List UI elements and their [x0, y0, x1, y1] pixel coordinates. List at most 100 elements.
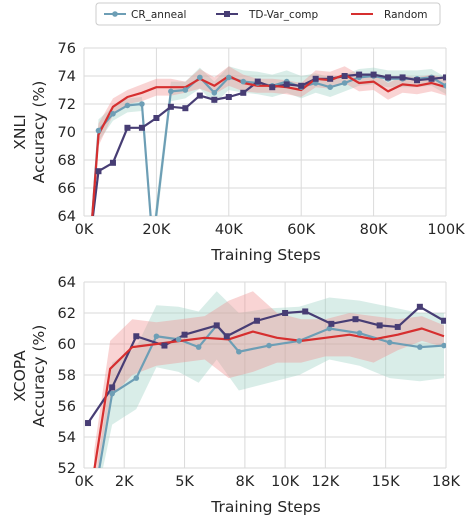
xcopa-x-tick-label: 5K — [175, 474, 194, 490]
xnli-point-td-var-comp — [298, 82, 305, 89]
xcopa-line-random — [93, 327, 445, 468]
xnli-point-td-var-comp — [109, 159, 116, 166]
xcopa-point-cr-anneal — [236, 348, 242, 355]
xnli-point-cr-anneal — [211, 90, 218, 96]
xnli-x-tick-label: 100K — [427, 222, 465, 238]
xnli-point-td-var-comp — [356, 71, 363, 78]
xcopa-y-tick-label: 54 — [58, 430, 76, 446]
xnli-x-tick-label: 80K — [360, 222, 388, 238]
xcopa-point-cr-anneal — [386, 339, 393, 346]
xcopa-band-random — [94, 291, 444, 468]
xcopa-y-tick-label: 58 — [58, 368, 76, 384]
xcopa-y-tick-label: 56 — [58, 399, 76, 415]
xnli-point-cr-anneal — [197, 74, 203, 81]
xcopa-x-tick-label: 8K — [236, 474, 255, 490]
xnli-x-tick-label: 0K — [75, 222, 94, 238]
xcopa-line-td-var-comp — [87, 305, 445, 424]
xnli-point-td-var-comp — [254, 78, 261, 85]
xcopa-point-td-var-comp — [394, 323, 401, 330]
xnli-point-cr-anneal — [443, 83, 446, 89]
xnli-x-axis-label: Training Steps — [210, 246, 320, 264]
xnli-x-tick-label: 20K — [142, 222, 170, 238]
xnli-point-td-var-comp — [211, 96, 218, 103]
xcopa-x-tick-label: 18K — [432, 474, 460, 490]
legend: CR_anneal TD-Var_comp Random — [95, 2, 441, 26]
xcopa-point-cr-anneal — [195, 344, 202, 350]
xcopa-point-cr-anneal — [133, 375, 140, 381]
legend-frame — [95, 2, 441, 26]
legend-label-random: Random — [384, 9, 427, 21]
xcopa-bands — [94, 291, 444, 468]
xcopa-point-cr-anneal — [326, 325, 333, 332]
xnli-point-cr-anneal — [226, 74, 232, 81]
xcopa-x-axis-label: Training Steps — [210, 498, 320, 515]
xnli-point-td-var-comp — [428, 75, 435, 82]
xnli-point-cr-anneal — [95, 127, 102, 134]
xcopa-point-td-var-comp — [302, 308, 309, 315]
legend-marker-cr-anneal — [112, 11, 118, 17]
xnli-y-tick-label: 74 — [58, 69, 76, 85]
xnli-bands — [91, 66, 446, 216]
xcopa-point-td-var-comp — [213, 322, 220, 329]
xnli-y-tick-label: 76 — [58, 41, 76, 57]
xnli-y-tick-label: 64 — [58, 209, 76, 225]
xnli-point-td-var-comp — [399, 74, 406, 81]
xcopa-point-cr-anneal — [417, 344, 423, 350]
xcopa-point-cr-anneal — [109, 390, 115, 397]
xcopa-point-td-var-comp — [440, 317, 446, 324]
legend-label-td-var-comp: TD-Var_comp — [248, 9, 318, 21]
xnli-point-cr-anneal — [150, 241, 156, 247]
legend-entry-td-var-comp: TD-Var_comp — [216, 9, 318, 21]
xcopa-point-cr-anneal — [153, 333, 160, 340]
xnli-point-td-var-comp — [414, 77, 421, 84]
xcopa-point-td-var-comp — [223, 333, 230, 340]
xcopa-point-td-var-comp — [181, 331, 188, 338]
xnli-y-tick-label: 72 — [58, 97, 76, 113]
xcopa-point-td-var-comp — [253, 317, 260, 324]
xnli-band-random — [91, 66, 446, 216]
legend-label-cr-anneal: CR_anneal — [131, 9, 186, 21]
xnli-point-td-var-comp — [240, 89, 247, 96]
xcopa-point-cr-anneal — [175, 336, 182, 343]
xnli-point-td-var-comp — [167, 103, 174, 110]
xnli-y-tick-label: 70 — [58, 125, 76, 141]
xnli-point-td-var-comp — [138, 124, 145, 131]
xcopa-point-td-var-comp — [282, 310, 289, 316]
xcopa-point-td-var-comp — [109, 384, 116, 391]
xnli-markers — [95, 71, 446, 247]
xcopa-point-td-var-comp — [352, 316, 359, 323]
xnli-point-cr-anneal — [327, 84, 333, 90]
legend-entry-random: Random — [351, 9, 427, 21]
xnli-point-td-var-comp — [153, 115, 160, 121]
xnli-x-tick-label: 60K — [287, 222, 315, 238]
xnli-x-tick-label: 40K — [215, 222, 243, 238]
xcopa-y-axis-label-line2: Accuracy (%) — [30, 325, 48, 428]
xnli-y-axis-label-line1: XNLI — [11, 114, 29, 149]
xnli-point-cr-anneal — [139, 101, 145, 107]
xnli-chart: 64 66 68 70 72 74 76 0K 20K 40K 60K 80K 100K Trainin… — [11, 41, 465, 264]
xnli-point-td-var-comp — [327, 75, 334, 82]
xcopa-point-td-var-comp — [416, 303, 423, 310]
xnli-point-cr-anneal — [182, 87, 189, 93]
xnli-point-td-var-comp — [341, 73, 348, 79]
xcopa-x-tick-label: 10K — [271, 474, 299, 490]
xnli-point-td-var-comp — [196, 92, 203, 99]
xcopa-point-cr-anneal — [95, 473, 101, 479]
xcopa-point-cr-anneal — [441, 342, 446, 349]
xnli-point-td-var-comp — [182, 105, 189, 112]
xcopa-markers — [85, 303, 446, 479]
xnli-point-td-var-comp — [370, 71, 377, 78]
xcopa-y-tick-label: 62 — [58, 306, 76, 322]
xnli-point-td-var-comp — [443, 74, 446, 81]
xnli-point-cr-anneal — [110, 111, 116, 117]
xnli-y-axis-label-line2: Accuracy (%) — [30, 81, 48, 184]
xcopa-x-tick-label: 0K — [75, 474, 94, 490]
xcopa-x-tick-label: 15K — [372, 474, 400, 490]
xcopa-point-cr-anneal — [356, 330, 363, 336]
xcopa-grid — [83, 281, 447, 469]
xnli-point-td-var-comp — [225, 94, 232, 100]
xnli-point-td-var-comp — [269, 84, 276, 91]
xnli-tick-labels: 64 66 68 70 72 74 76 0K 20K 40K 60K 80K 100K — [58, 41, 466, 238]
xnli-point-td-var-comp — [95, 168, 102, 175]
